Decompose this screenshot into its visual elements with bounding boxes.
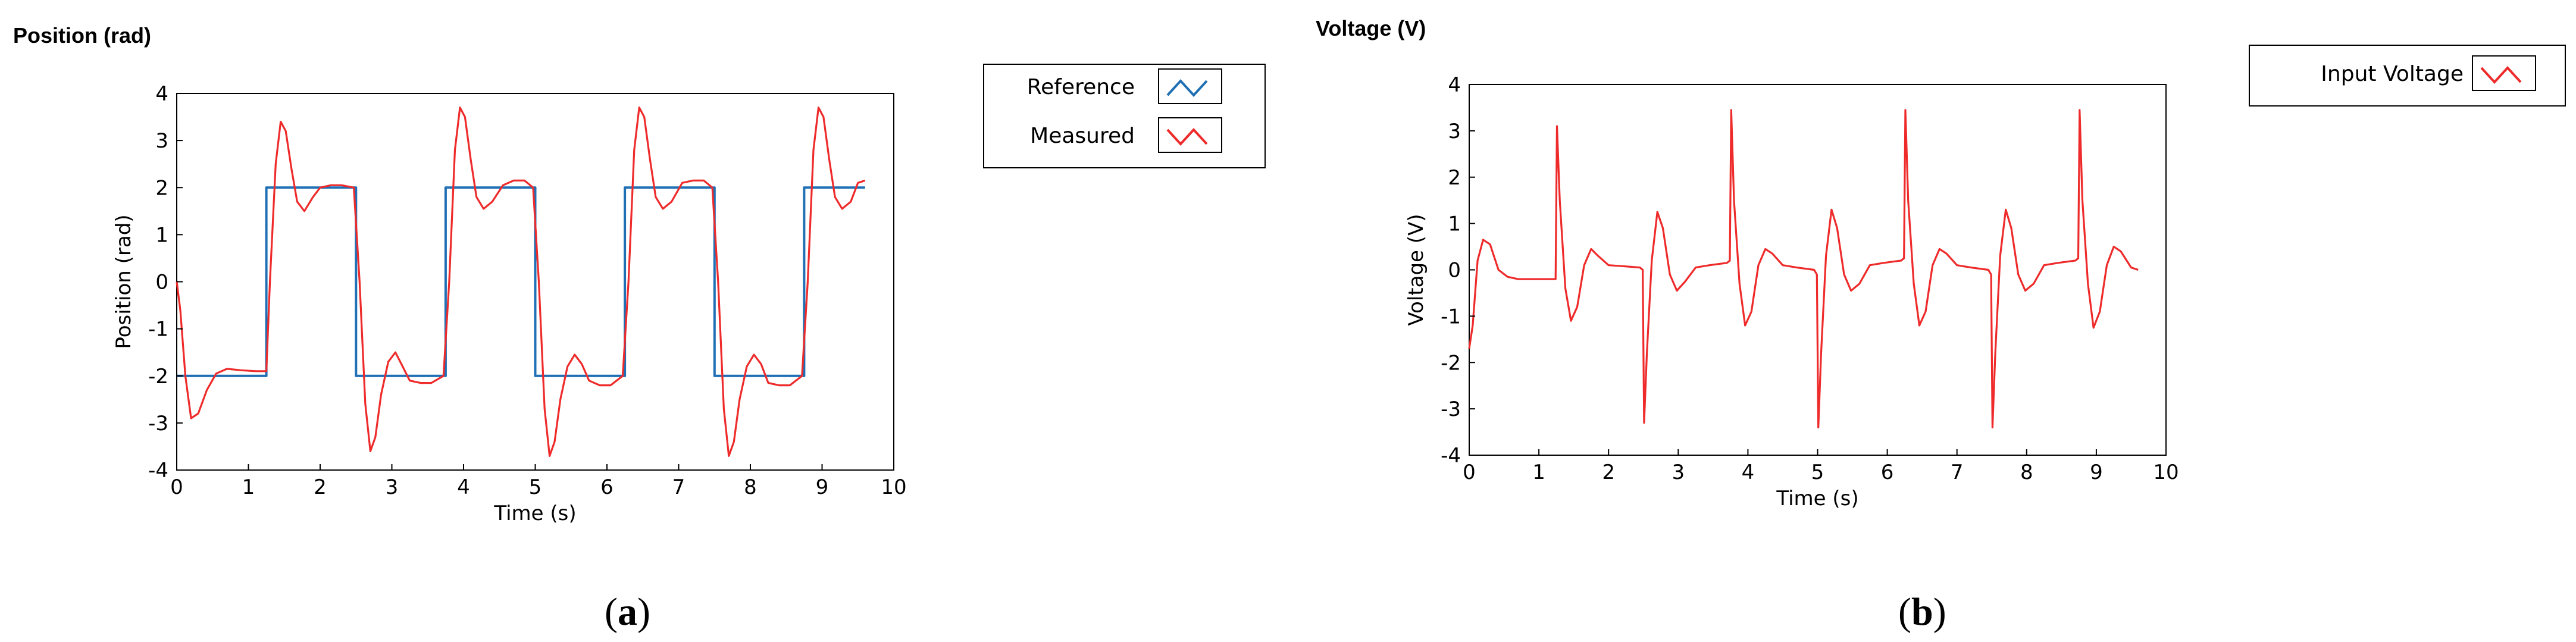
y-tick-label: -2 <box>1441 351 1461 375</box>
x-tick-label: 3 <box>386 475 399 499</box>
y-tick-label: 3 <box>1448 120 1461 143</box>
legend-label-input-voltage: Input Voltage <box>2321 62 2464 86</box>
y-tick-label: -4 <box>1441 444 1461 468</box>
panel-b: Voltage (V) 0 1 2 3 4 5 6 7 8 9 1043210-1-2-3-4Tim… <box>1316 16 2566 634</box>
y-tick-label: 4 <box>1448 73 1461 97</box>
x-tick-label: 5 <box>1811 461 1824 484</box>
x-tick-label: 3 <box>1672 461 1685 484</box>
y-tick-label: 0 <box>155 271 168 295</box>
panel-a-legend: Reference Measured <box>983 64 1266 168</box>
legend-measured-icon <box>1166 128 1208 146</box>
y-tick-label: 0 <box>1448 259 1461 283</box>
x-tick-label: 9 <box>816 475 829 499</box>
legend-reference-icon <box>1166 79 1208 97</box>
y-tick-label: 3 <box>155 129 168 153</box>
caption-b: (b) <box>1898 590 1946 634</box>
y-tick-label: -2 <box>148 365 168 389</box>
legend-input-voltage-icon <box>2480 66 2522 84</box>
y-axis-label: Position (rad) <box>112 214 136 349</box>
x-tick-label: 8 <box>2020 461 2033 484</box>
x-tick-label: 1 <box>242 475 255 499</box>
y-tick-label: 2 <box>1448 166 1461 190</box>
panel-a: Position (rad) 0 1 2 3 4 5 6 7 8 9 1043210-1-2-3-4… <box>13 23 1266 634</box>
legend-label-reference: Reference <box>1027 75 1135 99</box>
series-line-reference <box>177 186 865 377</box>
x-tick-label: 5 <box>529 475 542 499</box>
x-tick-label: 7 <box>1951 461 1964 484</box>
y-tick-label: 1 <box>1448 212 1461 236</box>
y-tick-label: -3 <box>1441 397 1461 421</box>
panel-a-title: Position (rad) <box>13 23 151 48</box>
y-tick-label: -1 <box>148 318 168 342</box>
y-tick-label: 1 <box>155 223 168 247</box>
x-tick-label: 10 <box>881 475 906 499</box>
x-tick-label: 4 <box>1742 461 1755 484</box>
x-tick-label: 6 <box>600 475 614 499</box>
series-line-input-voltage <box>1468 109 2139 428</box>
x-axis-label: Time (s) <box>493 502 576 525</box>
y-tick-label: 2 <box>155 176 168 200</box>
x-axis-label: Time (s) <box>1776 487 1858 511</box>
y-axis-label: Voltage (V) <box>1404 214 1428 325</box>
x-tick-label: 4 <box>457 475 470 499</box>
panel-b-title: Voltage (V) <box>1316 16 1426 40</box>
x-tick-label: 2 <box>314 475 327 499</box>
x-tick-label: 0 <box>170 475 183 499</box>
series-line-measured <box>176 107 866 457</box>
x-tick-label: 1 <box>1532 461 1545 484</box>
x-tick-label: 8 <box>744 475 757 499</box>
y-tick-label: -4 <box>148 459 168 483</box>
x-tick-label: 0 <box>1463 461 1476 484</box>
legend-label-measured: Measured <box>1030 124 1135 148</box>
y-tick-label: -1 <box>1441 305 1461 328</box>
x-tick-label: 7 <box>672 475 686 499</box>
x-tick-label: 10 <box>2153 461 2179 484</box>
legend-swatch-reference <box>1158 68 1222 104</box>
x-tick-label: 6 <box>1881 461 1894 484</box>
y-tick-label: -3 <box>148 412 168 436</box>
x-tick-label: 9 <box>2090 461 2103 484</box>
x-tick-label: 2 <box>1602 461 1615 484</box>
caption-a: (a) <box>605 590 650 634</box>
y-tick-label: 4 <box>155 82 168 106</box>
panel-b-legend: Input Voltage <box>2249 45 2566 107</box>
